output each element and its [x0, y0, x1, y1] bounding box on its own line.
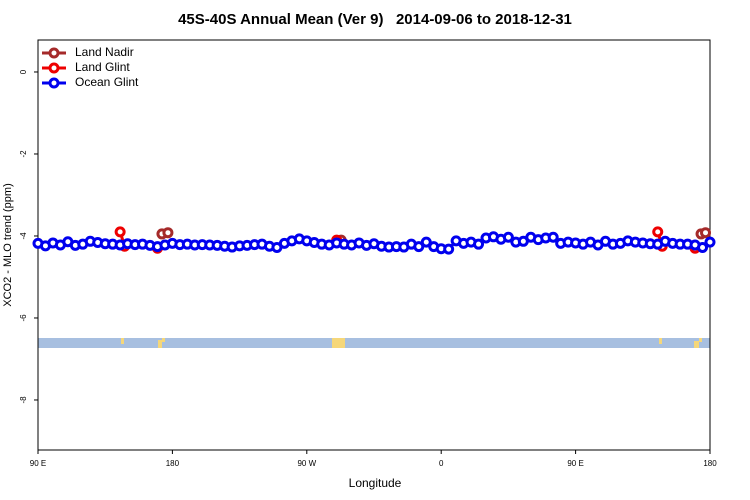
x-tick-label: 90 E — [567, 459, 583, 468]
y-tick-label: 0 — [19, 69, 28, 74]
data-point — [420, 236, 432, 248]
legend-marker — [48, 77, 60, 89]
data-point — [413, 241, 425, 253]
legend-marker — [48, 62, 60, 74]
x-tick-label: 90 E — [30, 459, 46, 468]
legend-marker — [48, 47, 60, 59]
y-tick-label: -6 — [19, 314, 28, 322]
data-point — [443, 243, 455, 255]
legend-label: Land Nadir — [75, 45, 134, 59]
x-tick-label: 180 — [703, 459, 717, 468]
data-point — [502, 231, 514, 243]
data-point — [700, 227, 712, 239]
data-point — [704, 236, 716, 248]
data-point — [547, 231, 559, 243]
x-tick-label: 0 — [439, 459, 444, 468]
legend-label: Ocean Glint — [75, 75, 139, 89]
land-mask-strip — [38, 338, 710, 348]
x-tick-label: 90 W — [297, 459, 316, 468]
legend-label: Land Glint — [75, 60, 130, 74]
y-axis-label: XCO2 - MLO trend (ppm) — [2, 183, 14, 306]
y-tick-label: -2 — [19, 150, 28, 158]
data-point — [114, 226, 126, 238]
data-point — [473, 238, 485, 250]
y-tick-label: -8 — [19, 396, 28, 404]
data-point — [697, 241, 709, 253]
data-point — [652, 226, 664, 238]
x-tick-label: 180 — [166, 459, 180, 468]
chart-title: 45S-40S Annual Mean (Ver 9) 2014-09-06 t… — [178, 11, 572, 28]
x-axis-label: Longitude — [349, 476, 402, 490]
y-tick-label: -4 — [19, 232, 28, 240]
data-point — [162, 227, 174, 239]
